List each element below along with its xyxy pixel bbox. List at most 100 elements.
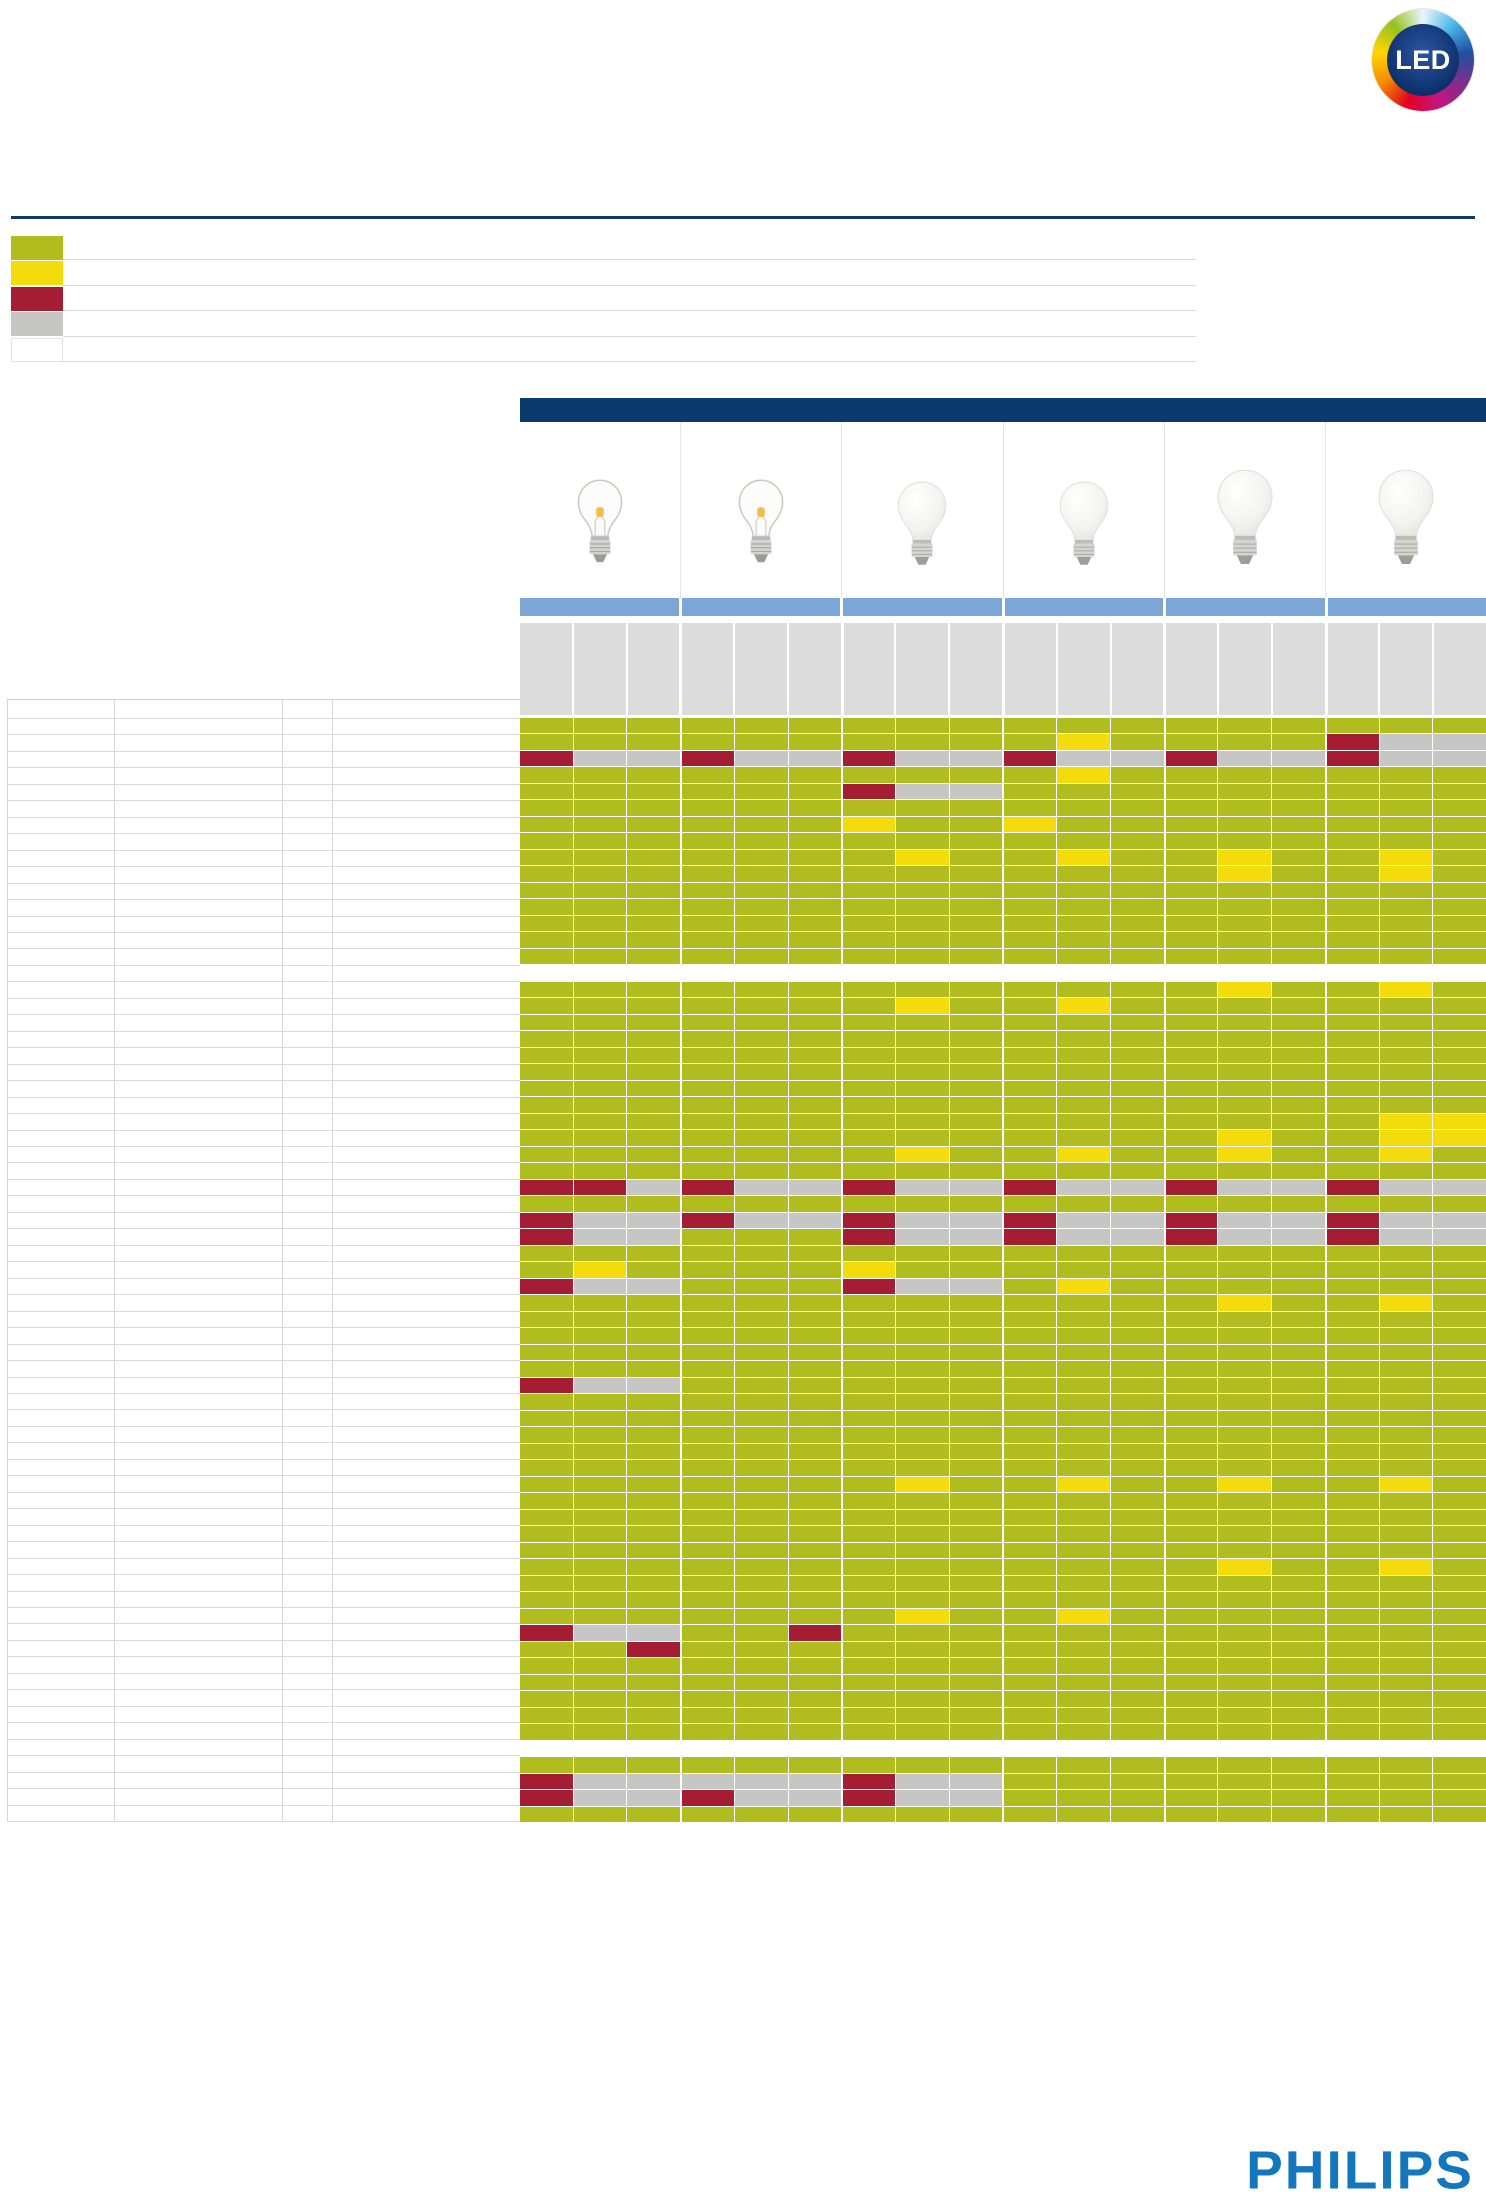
product-table-row xyxy=(8,1114,520,1131)
matrix-cell xyxy=(1110,1625,1164,1641)
matrix-cell xyxy=(1057,1328,1110,1344)
matrix-cell xyxy=(842,1311,896,1328)
matrix-cell xyxy=(520,965,573,981)
matrix-cell xyxy=(1003,1592,1057,1608)
matrix-cell xyxy=(734,965,788,981)
matrix-cell xyxy=(734,1773,788,1789)
matrix-cell xyxy=(1325,1443,1379,1460)
matrix-header-bar xyxy=(520,398,1486,422)
matrix-cell xyxy=(1325,1328,1379,1344)
matrix-cell xyxy=(788,1509,842,1526)
matrix-cell xyxy=(734,948,788,965)
matrix-cell xyxy=(1110,1460,1164,1476)
matrix-cell xyxy=(1325,1790,1379,1806)
product-table-row xyxy=(8,1295,520,1312)
matrix-cell xyxy=(949,1806,1003,1822)
matrix-cell xyxy=(842,1757,896,1773)
matrix-cell xyxy=(1433,1179,1486,1196)
matrix-cell xyxy=(1003,833,1057,849)
matrix-cell xyxy=(788,849,842,866)
matrix-cell xyxy=(1433,1476,1486,1493)
matrix-cell xyxy=(1433,833,1486,849)
matrix-cell xyxy=(949,1724,1003,1740)
matrix-cell xyxy=(1057,882,1110,899)
matrix-cell xyxy=(1433,932,1486,948)
matrix-cell xyxy=(1057,1212,1110,1229)
matrix-cell xyxy=(788,1229,842,1245)
matrix-cell xyxy=(1379,849,1433,866)
matrix-cell xyxy=(1325,1262,1379,1278)
matrix-cell xyxy=(1272,882,1325,899)
matrix-cell xyxy=(949,1773,1003,1789)
matrix-cell xyxy=(949,1658,1003,1674)
matrix-cell xyxy=(1325,948,1379,965)
legend-row-rule xyxy=(63,360,1196,362)
matrix-cell xyxy=(1218,800,1272,816)
matrix-cell xyxy=(1379,1608,1433,1625)
product-table-column-divider xyxy=(114,700,115,1822)
matrix-cell xyxy=(627,750,681,767)
matrix-cell xyxy=(1325,1311,1379,1328)
matrix-cell xyxy=(1057,1130,1110,1146)
matrix-cell xyxy=(1272,915,1325,932)
matrix-cell xyxy=(1272,1641,1325,1658)
matrix-cell xyxy=(788,1113,842,1130)
matrix-cell xyxy=(1379,1014,1433,1031)
matrix-cell xyxy=(1057,1509,1110,1526)
matrix-cell xyxy=(627,833,681,849)
matrix-cell xyxy=(1218,1410,1272,1427)
matrix-cell xyxy=(1379,1724,1433,1740)
matrix-cell xyxy=(842,1394,896,1410)
matrix-cell xyxy=(734,1509,788,1526)
matrix-cell xyxy=(842,1443,896,1460)
matrix-cell xyxy=(1433,849,1486,866)
matrix-cell xyxy=(1164,915,1218,932)
matrix-cell xyxy=(520,1212,573,1229)
matrix-cell xyxy=(1218,1526,1272,1542)
matrix-cell xyxy=(1110,932,1164,948)
matrix-cell xyxy=(573,1476,627,1493)
matrix-cell xyxy=(1379,932,1433,948)
matrix-cell xyxy=(1218,1658,1272,1674)
matrix-cell xyxy=(1003,1608,1057,1625)
matrix-cell xyxy=(1325,783,1379,800)
matrix-cell xyxy=(627,1740,681,1757)
matrix-cell xyxy=(1218,1740,1272,1757)
matrix-cell xyxy=(788,1740,842,1757)
led-logo-text: LED xyxy=(1387,24,1459,96)
matrix-cell xyxy=(573,1080,627,1097)
matrix-cell xyxy=(627,998,681,1014)
matrix-cell xyxy=(896,1361,949,1377)
matrix-cell xyxy=(1325,1031,1379,1047)
matrix-cell xyxy=(1433,1608,1486,1625)
matrix-cell xyxy=(842,1559,896,1575)
matrix-cell xyxy=(1272,1031,1325,1047)
matrix-cell xyxy=(681,1278,734,1295)
matrix-cell xyxy=(788,882,842,899)
matrix-cell xyxy=(1272,899,1325,915)
matrix-cell xyxy=(1164,783,1218,800)
matrix-cell xyxy=(1164,1179,1218,1196)
matrix-cell xyxy=(681,1328,734,1344)
matrix-cell xyxy=(1379,1509,1433,1526)
product-table-row xyxy=(8,1526,520,1543)
matrix-cell xyxy=(573,1377,627,1394)
product-table-row xyxy=(8,1657,520,1674)
matrix-cell xyxy=(520,1245,573,1262)
matrix-cell xyxy=(1325,1724,1379,1740)
matrix-cell xyxy=(573,1229,627,1245)
matrix-cell xyxy=(896,1476,949,1493)
matrix-cell xyxy=(1003,1724,1057,1740)
matrix-cell xyxy=(842,1278,896,1295)
matrix-cell xyxy=(573,965,627,981)
bulb-column-cell xyxy=(1326,422,1486,598)
matrix-cell xyxy=(681,1575,734,1592)
matrix-cell xyxy=(896,915,949,932)
legend-swatch-yellow xyxy=(11,261,63,286)
matrix-cell xyxy=(788,833,842,849)
matrix-cell xyxy=(949,1394,1003,1410)
matrix-cell xyxy=(949,1410,1003,1427)
matrix-cell xyxy=(842,1641,896,1658)
matrix-cell xyxy=(896,1245,949,1262)
product-table-row xyxy=(8,1806,520,1822)
